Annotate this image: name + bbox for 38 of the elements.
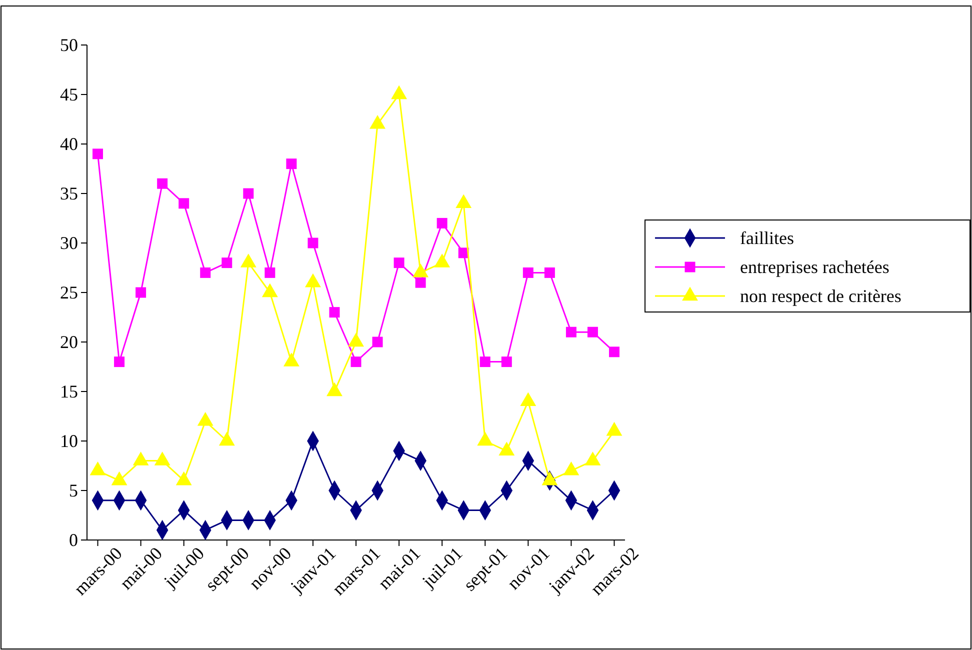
y-tick-label: 15 <box>60 381 78 402</box>
point <box>566 326 576 338</box>
point <box>350 356 362 368</box>
point <box>200 267 211 278</box>
legend-label: non respect de critères <box>740 286 902 306</box>
point <box>308 238 318 248</box>
point <box>157 178 168 189</box>
point <box>436 218 448 228</box>
y-tick-label: 50 <box>60 34 78 55</box>
legend-label: faillites <box>740 228 794 248</box>
point <box>501 356 512 368</box>
y-tick-label: 20 <box>60 332 78 352</box>
point <box>92 148 104 160</box>
point <box>114 356 125 368</box>
point <box>480 356 490 368</box>
y-tick-label: 10 <box>60 430 78 451</box>
point <box>415 277 426 288</box>
point <box>329 307 340 318</box>
y-tick-label: 40 <box>60 134 78 154</box>
y-tick-label: 0 <box>69 530 78 550</box>
point <box>178 198 190 209</box>
point <box>264 267 276 278</box>
point <box>372 336 383 348</box>
y-tick-label: 5 <box>69 480 78 500</box>
y-tick-label: 35 <box>60 183 78 204</box>
point <box>608 346 620 358</box>
point <box>243 188 254 199</box>
y-tick-label: 25 <box>60 282 78 302</box>
y-tick-label: 30 <box>60 232 78 253</box>
point <box>136 287 146 298</box>
point <box>286 158 297 170</box>
legend-label: entreprises rachetées <box>740 257 890 277</box>
point <box>522 267 534 278</box>
point <box>544 267 555 278</box>
y-tick-label: 45 <box>60 84 78 104</box>
point <box>394 258 404 268</box>
point <box>222 258 232 268</box>
point <box>587 326 598 338</box>
